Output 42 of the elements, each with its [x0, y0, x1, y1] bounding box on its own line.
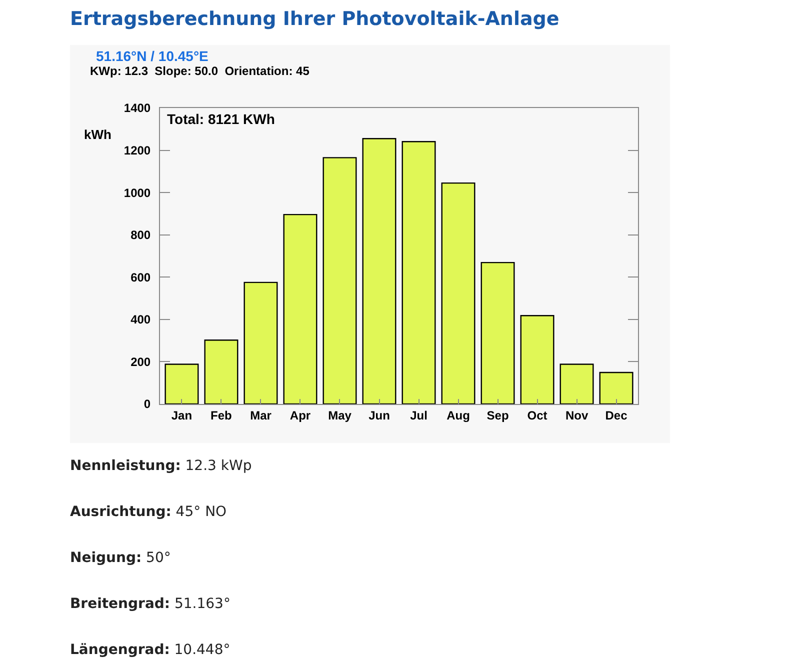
x-tick-label: Apr	[290, 408, 311, 422]
text: Längengrad: 10.448°	[70, 642, 230, 658]
y-tick-label: 200	[130, 354, 151, 369]
y-tick-label: 1200	[124, 143, 151, 158]
x-tick-label: Jul	[410, 408, 428, 422]
y-tick-label: 400	[130, 312, 151, 327]
bar	[441, 182, 476, 404]
x-tick-label: Mar	[250, 408, 272, 422]
x-tick-label: Oct	[527, 408, 548, 422]
bar	[599, 372, 634, 404]
bar	[283, 214, 318, 404]
x-tick-label: Sep	[486, 408, 509, 422]
x-tick-label: Aug	[446, 408, 470, 422]
y-tick-label: 800	[130, 228, 151, 242]
bar	[164, 364, 199, 404]
bar	[520, 315, 554, 404]
x-tick-label: Jan	[171, 408, 192, 422]
x-tick-label: Jun	[368, 408, 390, 422]
annotation: Total: 8121 KWh	[167, 111, 275, 127]
y-tick-label: 0	[144, 397, 151, 412]
text: KWp: 12.3 Slope: 50.0 Orientation: 45	[90, 64, 310, 78]
x-tick-label: Feb	[210, 408, 232, 422]
chart-title: Ertragsberechnung Ihrer Photovoltaik-Anlage	[70, 8, 560, 30]
x-tick-label: Dec	[605, 408, 628, 422]
x-tick-label: May	[328, 408, 352, 422]
x-tick-label: Nov	[565, 408, 588, 422]
bar	[322, 157, 357, 404]
y-tick-label: 1000	[124, 186, 151, 200]
text: Breitengrad: 51.163°	[70, 596, 230, 612]
bar	[560, 364, 594, 404]
text: Nennleistung: 12.3 kWp	[70, 458, 252, 474]
bar	[362, 138, 396, 404]
y-tick-label: 600	[130, 270, 151, 284]
y-axis-title: kWh	[84, 127, 112, 142]
bar	[204, 340, 238, 404]
chart-subtitle: 51.16°N / 10.45°E	[96, 48, 208, 64]
bar	[244, 282, 278, 404]
bar	[402, 141, 436, 404]
text: Ausrichtung: 45° NO	[70, 504, 227, 520]
bar	[480, 262, 515, 404]
text: Neigung: 50°	[70, 550, 171, 566]
y-tick-label: 1400	[124, 101, 151, 116]
